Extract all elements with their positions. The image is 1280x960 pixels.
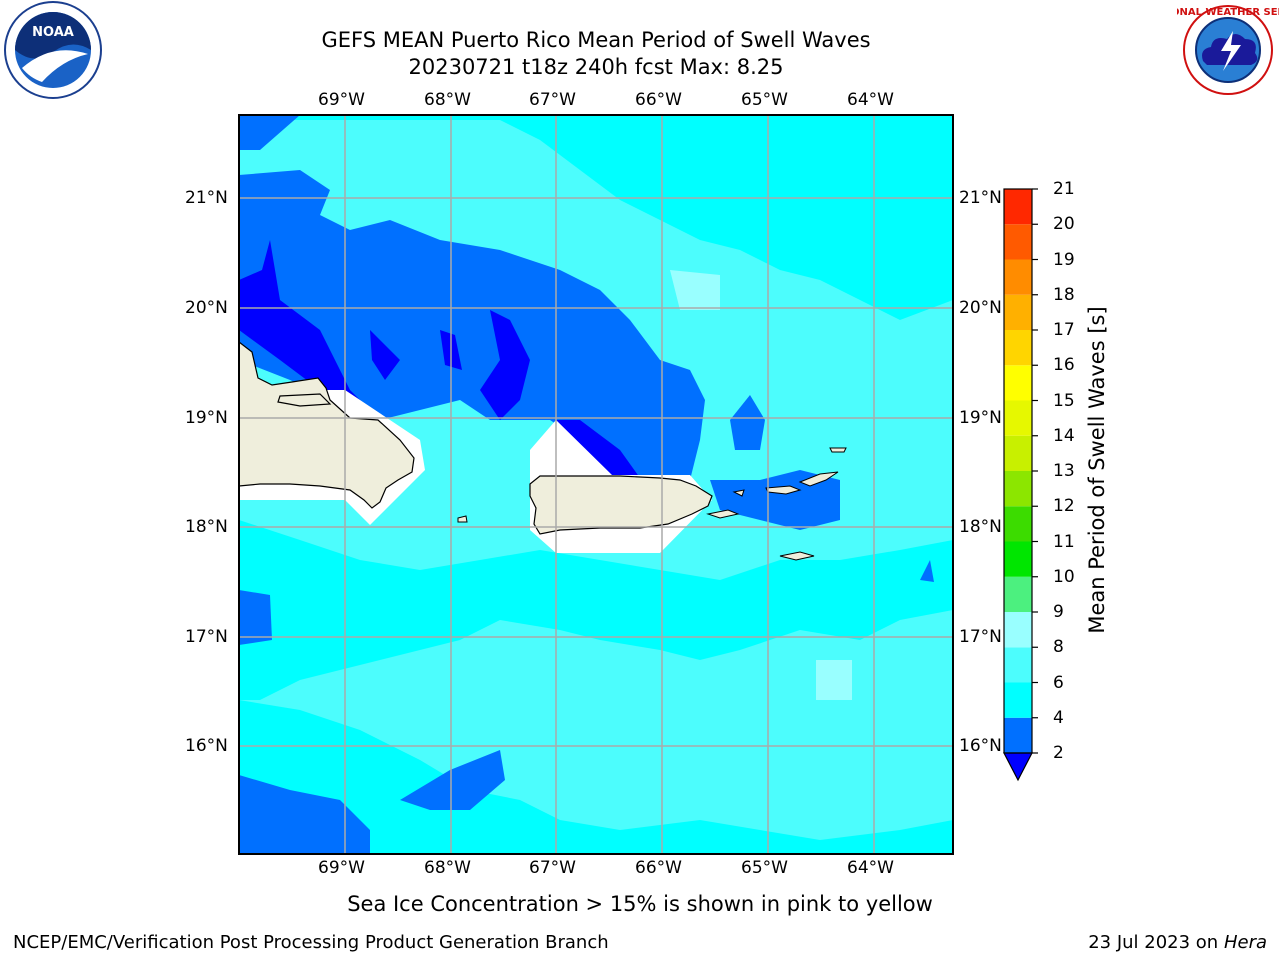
lat-label-right-17n: 17°N xyxy=(959,627,1002,647)
swell-zone-pale-aqua xyxy=(816,660,852,700)
lon-label-top-69w: 69°W xyxy=(318,90,365,110)
anegada-island xyxy=(829,447,847,453)
chart-title-line1: GEFS MEAN Puerto Rico Mean Period of Swe… xyxy=(321,28,871,52)
colorbar-frame xyxy=(1003,188,1033,754)
lon-label-bottom-68w: 68°W xyxy=(424,858,471,878)
swell-zone-medium-blue-4 xyxy=(239,590,272,645)
lon-label-bottom-66w: 66°W xyxy=(635,858,682,878)
virgin-islands-2 xyxy=(798,471,839,487)
noaa-logo-text: NOAA xyxy=(32,25,74,40)
swell-zone-medium-blue-2 xyxy=(730,395,765,450)
lat-label-right-16n: 16°N xyxy=(959,736,1002,756)
colorbar-tick-label: 18 xyxy=(1053,284,1075,305)
lat-label-left-19n: 19°N xyxy=(185,408,228,428)
swell-zone-deep-blue-4 xyxy=(370,330,400,380)
colorbar-segment xyxy=(1004,435,1032,471)
colorbar-tick-label: 12 xyxy=(1053,496,1075,517)
swell-zone-deep-blue-2 xyxy=(480,310,530,420)
lon-label-bottom-67w: 67°W xyxy=(529,858,576,878)
colorbar-segment xyxy=(1004,471,1032,507)
lat-label-right-21n: 21°N xyxy=(959,188,1002,208)
tortuga-island xyxy=(277,393,332,407)
sea-ice-caption: Sea Ice Concentration > 15% is shown in … xyxy=(347,892,933,916)
colorbar-segment xyxy=(1004,259,1032,295)
colorbar-tick-label: 8 xyxy=(1053,637,1064,658)
lon-label-top-66w: 66°W xyxy=(635,90,682,110)
colorbar-segment xyxy=(1004,682,1032,718)
lat-label-right-18n: 18°N xyxy=(959,517,1002,537)
lat-label-left-18n: 18°N xyxy=(185,517,228,537)
colorbar-segment xyxy=(1004,189,1032,225)
lon-label-top-64w: 64°W xyxy=(847,90,894,110)
colorbar-axis-label: Mean Period of Swell Waves [s] xyxy=(1085,306,1109,634)
lat-label-right-20n: 20°N xyxy=(959,298,1002,318)
colorbar-segment xyxy=(1004,717,1032,753)
swell-zone-deep-blue xyxy=(239,240,380,420)
nws-logo-text: NATIONAL WEATHER SERVICE xyxy=(1177,7,1279,18)
lon-label-top-65w: 65°W xyxy=(741,90,788,110)
colorbar-tick-label: 2 xyxy=(1053,743,1064,763)
chart-title-line2: 20230721 t18z 240h fcst Max: 8.25 xyxy=(408,55,784,79)
colorbar-segment xyxy=(1004,576,1032,612)
footer-right: 23 Jul 2023 on Hera xyxy=(1088,932,1267,954)
colorbar-segment xyxy=(1004,330,1032,366)
swell-zone-cyan-south xyxy=(239,520,953,700)
mona-island xyxy=(457,515,468,523)
colorbar-tick-label: 11 xyxy=(1053,531,1075,552)
footer-left: NCEP/EMC/Verification Post Processing Pr… xyxy=(13,932,609,953)
colorbar-tick-label: 21 xyxy=(1053,179,1075,199)
colorbar-tick-label: 15 xyxy=(1053,390,1075,411)
colorbar-tick-label: 10 xyxy=(1053,566,1075,587)
colorbar-tick-label: 4 xyxy=(1053,707,1064,728)
hispaniola-land xyxy=(239,341,415,509)
colorbar-tick-label: 16 xyxy=(1053,355,1075,376)
colorbar-tick-label: 9 xyxy=(1053,602,1064,622)
colorbar-segment xyxy=(1004,400,1032,436)
noaa-logo: NOAA xyxy=(4,1,102,99)
swell-zone-pale-aqua-2 xyxy=(670,270,720,310)
colorbar-tick-label: 6 xyxy=(1053,672,1064,693)
colorbar-tick-label: 17 xyxy=(1053,320,1075,340)
lat-label-left-17n: 17°N xyxy=(185,627,228,647)
nws-logo: NATIONAL WEATHER SERVICE xyxy=(1177,5,1279,95)
colorbar-tick-label: 14 xyxy=(1053,425,1075,446)
map-gridlines xyxy=(239,115,953,854)
lon-label-bottom-64w: 64°W xyxy=(847,858,894,878)
swell-zone-cyan-north xyxy=(239,115,953,320)
swell-zone-cyan-bottom xyxy=(239,700,953,854)
footer-host: Hera xyxy=(1223,932,1267,953)
lat-label-left-21n: 21°N xyxy=(185,188,228,208)
lon-label-top-68w: 68°W xyxy=(424,90,471,110)
swell-zone-blue-nw xyxy=(239,115,300,150)
culebra-island xyxy=(732,489,745,497)
lon-label-bottom-65w: 65°W xyxy=(741,858,788,878)
colorbar-segment xyxy=(1004,541,1032,577)
colorbar-tick-label: 13 xyxy=(1053,461,1075,481)
map-frame xyxy=(238,114,954,855)
colorbar-segment xyxy=(1004,294,1032,330)
colorbar-segment xyxy=(1004,224,1032,260)
colorbar-segment xyxy=(1004,506,1032,542)
colorbar-segment xyxy=(1004,647,1032,683)
colorbar-segment xyxy=(1004,365,1032,401)
lon-label-bottom-69w: 69°W xyxy=(318,858,365,878)
swell-zone-medium-blue-5 xyxy=(239,775,370,854)
colorbar-under-triangle xyxy=(1003,752,1033,782)
swell-zone-medium-blue-7 xyxy=(920,560,934,582)
colorbar-tick-label: 20 xyxy=(1053,214,1075,235)
puerto-rico-land xyxy=(529,475,713,535)
st-croix-island xyxy=(779,551,815,561)
lat-label-left-16n: 16°N xyxy=(185,736,228,756)
swell-zone-medium-blue-6 xyxy=(400,750,505,810)
lat-label-right-19n: 19°N xyxy=(959,408,1002,428)
colorbar xyxy=(1003,188,1038,782)
colorbar-segment xyxy=(1004,612,1032,648)
swell-zone-deep-blue-5 xyxy=(556,420,640,478)
vieques-island xyxy=(706,509,740,519)
colorbar-tick-label: 19 xyxy=(1053,249,1075,270)
lon-label-top-67w: 67°W xyxy=(529,90,576,110)
lat-label-left-20n: 20°N xyxy=(185,298,228,318)
footer-date: 23 Jul 2023 on xyxy=(1088,932,1224,953)
